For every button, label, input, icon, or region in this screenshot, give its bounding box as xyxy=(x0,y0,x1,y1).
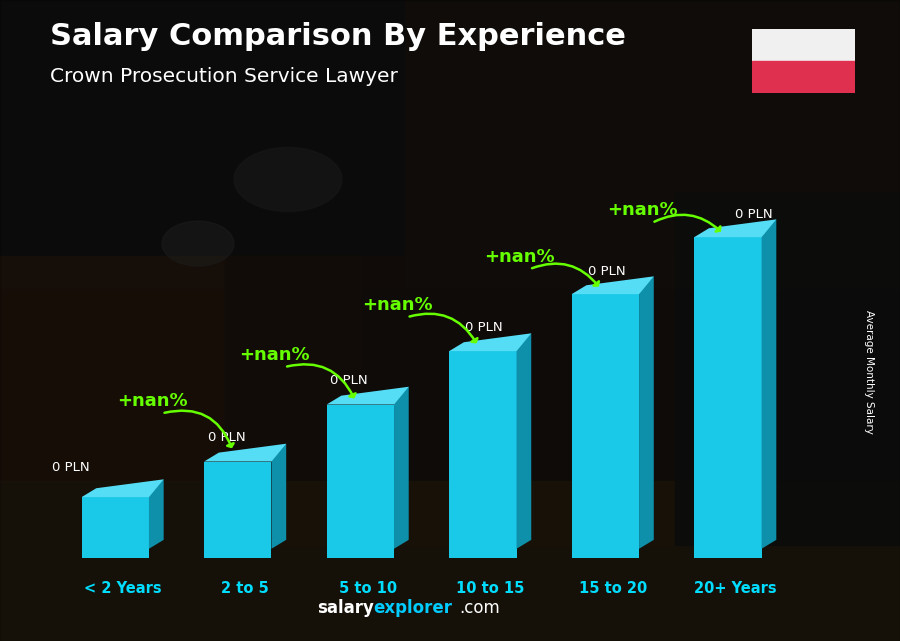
Polygon shape xyxy=(327,387,409,404)
Bar xyxy=(752,61,855,93)
Text: explorer: explorer xyxy=(374,599,453,617)
Text: < 2 Years: < 2 Years xyxy=(84,581,161,596)
Bar xyxy=(225,256,720,545)
Text: .com: .com xyxy=(459,599,500,617)
Text: 0 PLN: 0 PLN xyxy=(208,431,246,444)
Text: 0 PLN: 0 PLN xyxy=(734,208,772,221)
Bar xyxy=(0,481,900,641)
Polygon shape xyxy=(82,497,149,558)
Polygon shape xyxy=(639,276,653,549)
Text: 0 PLN: 0 PLN xyxy=(465,321,503,334)
Text: Average Monthly Salary: Average Monthly Salary xyxy=(863,310,874,434)
Polygon shape xyxy=(204,444,286,462)
Polygon shape xyxy=(272,444,286,549)
Polygon shape xyxy=(572,276,653,294)
Bar xyxy=(405,0,900,288)
Text: +nan%: +nan% xyxy=(117,392,187,410)
Text: 0 PLN: 0 PLN xyxy=(330,374,368,387)
Text: salary: salary xyxy=(317,599,373,617)
Text: +nan%: +nan% xyxy=(607,201,678,219)
Bar xyxy=(0,256,360,481)
Text: +nan%: +nan% xyxy=(239,345,310,363)
Polygon shape xyxy=(517,333,531,549)
Polygon shape xyxy=(449,351,517,558)
Polygon shape xyxy=(572,294,639,558)
Bar xyxy=(675,192,900,545)
Text: 5 to 10: 5 to 10 xyxy=(338,581,397,596)
Ellipse shape xyxy=(162,221,234,266)
Text: 0 PLN: 0 PLN xyxy=(52,461,90,474)
Polygon shape xyxy=(82,479,164,497)
Polygon shape xyxy=(394,387,409,549)
Polygon shape xyxy=(761,219,777,549)
Text: 2 to 5: 2 to 5 xyxy=(221,581,269,596)
Text: 15 to 20: 15 to 20 xyxy=(579,581,647,596)
Text: 20+ Years: 20+ Years xyxy=(694,581,777,596)
Polygon shape xyxy=(694,219,777,237)
Polygon shape xyxy=(149,479,164,549)
Polygon shape xyxy=(327,404,394,558)
Bar xyxy=(752,29,855,61)
Polygon shape xyxy=(694,237,761,558)
Text: 10 to 15: 10 to 15 xyxy=(456,581,525,596)
Text: +nan%: +nan% xyxy=(484,247,555,265)
Polygon shape xyxy=(449,333,531,351)
Text: +nan%: +nan% xyxy=(362,296,432,313)
Bar xyxy=(0,0,405,288)
Ellipse shape xyxy=(234,147,342,212)
Text: Crown Prosecution Service Lawyer: Crown Prosecution Service Lawyer xyxy=(50,67,398,87)
Text: Salary Comparison By Experience: Salary Comparison By Experience xyxy=(50,22,625,51)
Text: 0 PLN: 0 PLN xyxy=(588,265,626,278)
Polygon shape xyxy=(204,462,272,558)
